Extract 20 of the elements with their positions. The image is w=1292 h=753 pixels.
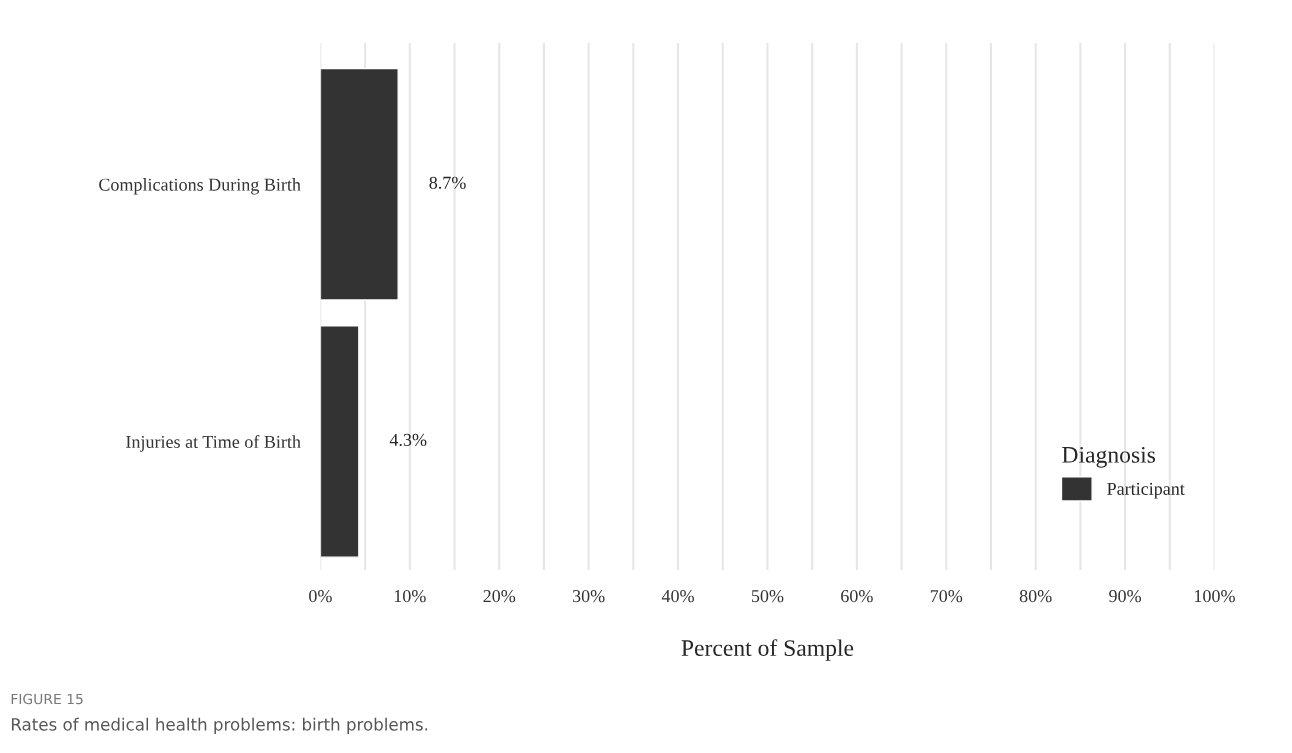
x-tick-label: 30% (572, 589, 605, 603)
x-tick-label: 50% (751, 589, 784, 603)
x-tick-label: 40% (661, 589, 694, 603)
y-tick-label: Complications During Birth (99, 178, 301, 195)
x-tick-label: 70% (930, 589, 963, 603)
legend-title: Diagnosis (1062, 446, 1156, 468)
x-tick-label: 0% (309, 589, 332, 603)
x-tick-label: 20% (483, 589, 516, 603)
x-tick-label: 90% (1109, 589, 1142, 603)
caption: FIGURE 15 (11, 693, 83, 705)
x-tick-label: 10% (394, 589, 426, 603)
y-tick-label: Injuries at Time of Birth (126, 435, 301, 452)
data-label: 4.3% (389, 433, 427, 447)
legend-label: Participant (1107, 482, 1185, 499)
x-tick-label: 60% (841, 589, 873, 603)
x-tick-label: 100% (1195, 589, 1235, 603)
x-axis-title: Percent of Sample (681, 639, 854, 661)
x-tick-label: 80% (1019, 589, 1052, 603)
text: Rates of medical health problems: birth problems. (11, 717, 428, 734)
data-label: 8.7% (429, 176, 466, 189)
